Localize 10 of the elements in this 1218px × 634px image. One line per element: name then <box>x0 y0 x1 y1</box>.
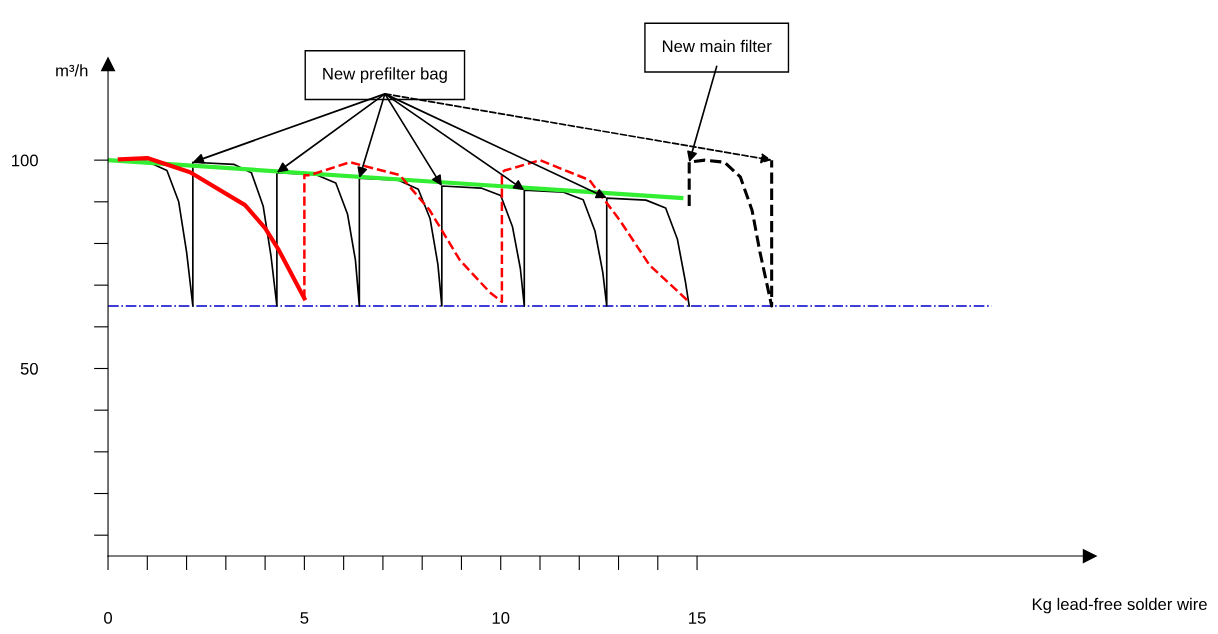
y-axis-title: m³/h <box>56 64 88 77</box>
annotation: New main filter <box>662 39 772 53</box>
x-tick-label: 15 <box>689 612 706 624</box>
y-tick-label: 50 <box>20 362 38 375</box>
y-tick-label: 100 <box>12 154 38 167</box>
annotation: New prefilter bag <box>323 67 447 83</box>
x-axis-title: Kg lead-free solder wire <box>1032 597 1207 614</box>
x-tick-label: 5 <box>300 612 309 624</box>
x-tick-label: 0 <box>104 612 113 624</box>
x-tick-label: 10 <box>492 612 510 624</box>
